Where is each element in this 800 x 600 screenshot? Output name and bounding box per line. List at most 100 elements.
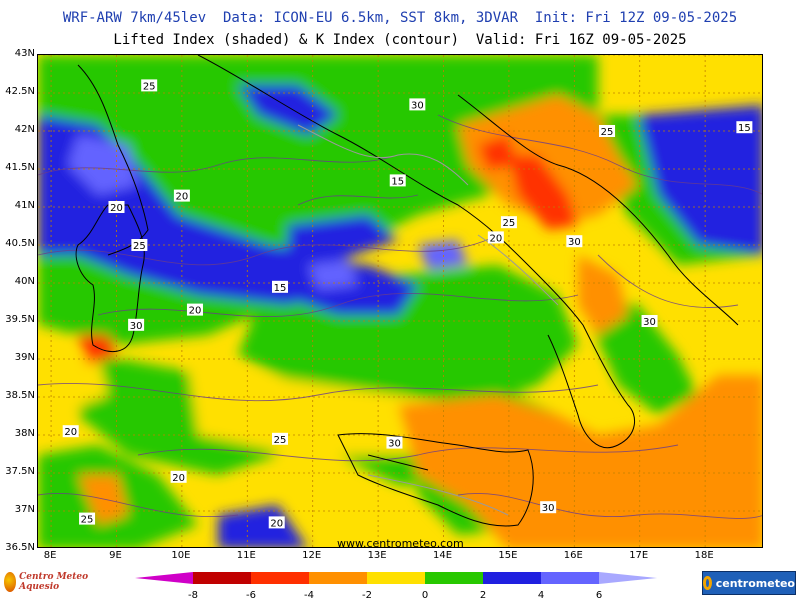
contour-label-bg	[128, 318, 145, 331]
latitude-tick-label: 37.5N	[5, 466, 35, 477]
contour-label: 25	[133, 241, 146, 252]
contour-label-bg	[389, 174, 406, 187]
contour-label: 25	[143, 81, 156, 92]
latitude-tick-label: 42N	[14, 124, 35, 135]
contour-label: 20	[189, 306, 202, 317]
map-subtitle: Lifted Index (shaded) & K Index (contour…	[113, 32, 687, 48]
legend-colorbar: -8 -6 -4 -2 0 2 4 6	[135, 572, 657, 600]
longitude-tick-label: 8E	[43, 550, 57, 561]
contour-label: 20	[489, 233, 502, 244]
contour-label: 25	[503, 218, 516, 229]
contour-label: 20	[172, 473, 185, 484]
longitude-tick-label: 12E	[302, 550, 322, 561]
contour-label: 30	[643, 317, 656, 328]
latitude-tick-label: 42.5N	[5, 86, 35, 97]
colorbar-tick-label: 2	[480, 590, 486, 600]
contour-label: 30	[542, 503, 555, 514]
colorbar-tick-label: 0	[422, 590, 428, 600]
contour-label-bg	[736, 121, 753, 134]
latitude-tick-label: 41N	[14, 200, 35, 211]
contour-label: 20	[270, 518, 283, 529]
logo-centro-meteo-aquesio: Centro Meteo Aquesio	[4, 570, 104, 594]
contour-label-bg	[540, 501, 557, 514]
contour-label-bg	[268, 516, 285, 529]
longitude-tick-label: 13E	[367, 550, 387, 561]
colorbar-tick-label: 6	[596, 590, 602, 600]
longitude-tick-label: 10E	[171, 550, 191, 561]
contour-label: 30	[411, 100, 424, 111]
contour-label-bg	[386, 436, 403, 449]
logo-emblem-icon	[4, 572, 17, 592]
contour-label-bg	[272, 432, 288, 445]
colorbar-segment	[193, 572, 251, 584]
watermark-url: www.centrometeo.com	[337, 537, 464, 550]
colorbar-segment	[251, 572, 309, 584]
contour-label: 30	[388, 439, 401, 450]
contour-label: 25	[81, 515, 94, 526]
colorbar-segment	[425, 572, 483, 584]
logo-centrometeo[interactable]: centrometeo	[702, 571, 796, 595]
contour-label-bg	[500, 216, 517, 229]
contour-label: 15	[391, 176, 404, 187]
contour-label: 30	[568, 237, 581, 248]
contour-label: 15	[738, 123, 751, 134]
colorbar-tick-label: 4	[538, 590, 544, 600]
contour-label-bg	[186, 303, 203, 316]
latitude-tick-label: 38.5N	[5, 390, 35, 401]
contour-label: 15	[274, 283, 287, 294]
colorbar-segment	[541, 572, 599, 584]
latitude-tick-label: 38N	[14, 428, 35, 439]
logo-ring-icon	[703, 576, 712, 590]
contour-label: 20	[64, 427, 77, 438]
logo-right-text: centrometeo	[715, 576, 795, 590]
k-index-contours	[38, 114, 762, 519]
contour-label: 25	[274, 435, 287, 446]
latitude-tick-label: 39.5N	[5, 314, 35, 325]
contour-label: 20	[110, 203, 123, 214]
contour-label-bg	[566, 235, 583, 248]
colorbar-tick-label: -8	[188, 590, 198, 600]
latitude-tick-label: 43N	[14, 48, 35, 59]
colorbar-segment	[367, 572, 425, 584]
contour-label-bg	[599, 125, 616, 137]
contour-label-bg	[173, 189, 190, 202]
contour-label-bg	[170, 470, 187, 483]
latitude-tick-label: 36.5N	[5, 542, 35, 553]
coastlines	[75, 55, 739, 527]
latitude-tick-label: 37N	[14, 504, 35, 515]
colorbar-tick-label: -2	[362, 590, 372, 600]
longitude-tick-label: 18E	[694, 550, 714, 561]
map-title: WRF-ARW 7km/45lev Data: ICON-EU 6.5km, S…	[62, 10, 738, 26]
longitude-tick-label: 15E	[498, 550, 518, 561]
contour-label-bg	[79, 512, 96, 525]
contour-label: 25	[601, 127, 614, 138]
contour-label-bg	[141, 79, 158, 92]
contour-label-bg	[487, 231, 504, 244]
colorbar-segment	[483, 572, 541, 584]
colorbar-extend-low	[135, 572, 193, 584]
contour-label-bg	[62, 425, 79, 438]
contour-label-bg	[641, 315, 658, 327]
longitude-tick-label: 11E	[236, 550, 256, 561]
longitude-tick-label: 14E	[432, 550, 453, 561]
colorbar-segment	[309, 572, 367, 584]
contour-label-bg	[409, 98, 426, 111]
contour-label-bg	[131, 239, 148, 251]
contour-label-bg	[108, 201, 125, 213]
latitude-tick-label: 40N	[14, 276, 35, 287]
lifted-index-field	[38, 55, 762, 547]
latitude-tick-label: 41.5N	[5, 162, 35, 173]
longitude-tick-label: 9E	[109, 550, 122, 561]
colorbar-tick-label: -6	[246, 590, 256, 600]
contour-label: 30	[130, 321, 143, 332]
border-lines	[297, 124, 559, 516]
colorbar-tick-label: -4	[304, 590, 314, 600]
contour-label: 20	[176, 192, 189, 203]
contour-label-bg	[272, 280, 288, 293]
latitude-tick-label: 39N	[14, 352, 35, 363]
logo-left-text: Centro Meteo Aquesio	[19, 572, 89, 592]
longitude-tick-label: 16E	[563, 550, 583, 561]
latitude-tick-label: 40.5N	[5, 238, 35, 249]
